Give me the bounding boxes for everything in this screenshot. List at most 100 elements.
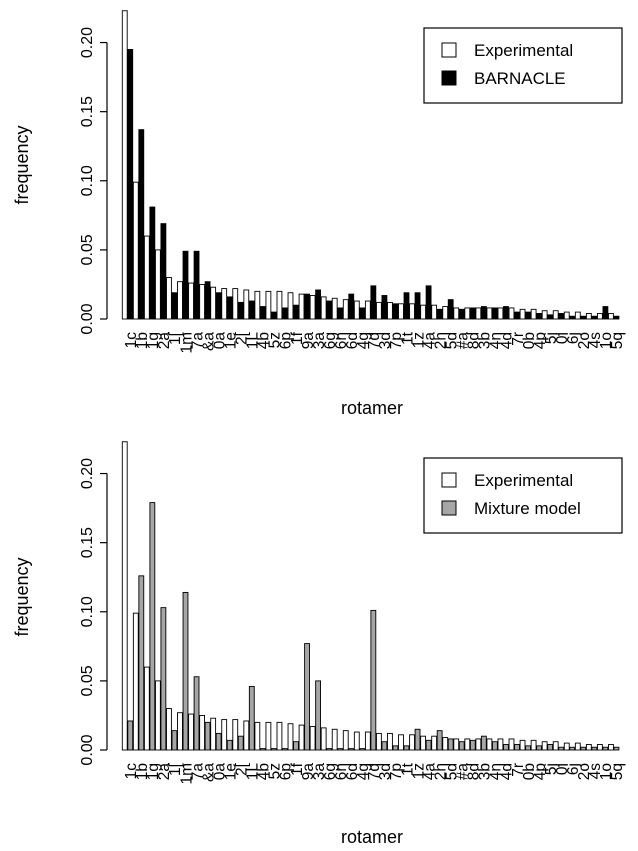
bar-experimental: [243, 720, 250, 751]
x-tick-label: 2o: [576, 332, 593, 349]
bar-experimental: [132, 612, 139, 751]
bar-experimental: [353, 300, 360, 320]
bar-mixture-model: [248, 685, 255, 751]
bar-experimental: [276, 290, 283, 320]
x-tick-label: 9a: [300, 763, 317, 781]
bars: [121, 441, 620, 751]
x-axis: 1c1b1g2a1[1m7a&a0a1e2[1L4b5z6p1f9a3a6g6n…: [123, 762, 626, 784]
x-tick-label: 1g: [145, 763, 162, 780]
bar-barnacle: [547, 314, 554, 320]
y-tick-label: 0.20: [79, 458, 96, 489]
bar-experimental: [453, 307, 460, 320]
bar-mixture-model: [259, 748, 266, 751]
x-tick-label: 3d: [377, 332, 394, 349]
x-tick-label: 4g: [355, 332, 372, 349]
x-tick-label: 6j: [565, 332, 582, 344]
bar-experimental: [132, 181, 139, 320]
x-tick-label: 1t: [399, 331, 416, 345]
x-tick-label: 3a: [311, 332, 328, 350]
x-tick-label: 5j: [543, 763, 560, 775]
x-tick-label: 4g: [355, 763, 372, 780]
x-tick-label: 9a: [300, 332, 317, 350]
x-tick-label: 1e: [222, 763, 239, 780]
bar-experimental: [563, 311, 570, 320]
x-tick-label: 1f: [289, 762, 306, 776]
bar-mixture-model: [536, 745, 543, 751]
bar-mixture-model: [127, 720, 134, 751]
bar-barnacle: [414, 292, 421, 320]
bar-mixture-model: [480, 735, 487, 751]
bar-mixture-model: [469, 739, 476, 751]
bar-experimental: [177, 712, 183, 751]
legend-label: Experimental: [474, 41, 573, 60]
x-tick-label: 1L: [245, 763, 262, 781]
x-tick-label: 5j: [543, 332, 560, 344]
bar-experimental: [309, 295, 316, 320]
bar-experimental: [574, 311, 581, 320]
bar-barnacle: [248, 300, 255, 320]
bar-experimental: [309, 726, 316, 751]
bar-mixture-model: [304, 643, 310, 751]
legend-label: Experimental: [474, 471, 573, 490]
x-tick-label: 1e: [222, 332, 239, 349]
x-tick-label: 1L: [245, 332, 262, 350]
bar-barnacle: [392, 303, 399, 320]
bar-barnacle: [171, 292, 178, 320]
bar-experimental: [342, 730, 349, 751]
bar-experimental: [254, 290, 261, 320]
bar-experimental: [265, 721, 272, 751]
bar-barnacle: [326, 300, 333, 320]
bar-barnacle: [558, 313, 565, 320]
bar-experimental: [530, 739, 537, 751]
x-tick-label: 4a: [421, 332, 438, 350]
x-tick-label: 3d: [377, 763, 394, 780]
bar-mixture-model: [613, 746, 620, 751]
bar-barnacle: [469, 307, 476, 320]
bar-experimental: [475, 738, 482, 751]
x-tick-label: 4a: [421, 763, 438, 781]
x-axis-title: rotamer: [341, 398, 403, 418]
x-tick-label: 6g: [322, 763, 339, 780]
x-tick-label: 0b: [521, 332, 538, 349]
bar-experimental: [320, 296, 327, 320]
x-tick-label: 1m: [178, 763, 195, 785]
legend-swatch: [441, 500, 457, 516]
bar-experimental: [243, 289, 250, 320]
bar-experimental: [166, 708, 172, 751]
x-tick-label: 1z: [410, 332, 427, 348]
bar-experimental: [519, 739, 526, 751]
bar-barnacle: [569, 315, 576, 320]
bar-experimental: [552, 741, 559, 751]
y-axis: 0.00 0.05 0.10 0.15 0.20: [79, 458, 108, 766]
bar-experimental: [486, 738, 493, 751]
bar-barnacle: [315, 289, 321, 320]
bar-barnacle: [337, 307, 344, 320]
x-tick-label: 2h: [432, 332, 449, 349]
bar-experimental: [232, 719, 239, 751]
x-tick-label: 2a: [156, 332, 173, 350]
bar-experimental: [210, 717, 217, 751]
bar-mixture-model: [425, 739, 432, 751]
x-tick-label: 6d: [344, 763, 361, 780]
x-tick-label: 1o: [598, 763, 615, 780]
bar-barnacle: [381, 295, 388, 320]
x-tick-label: 4n: [488, 763, 505, 780]
bar-experimental: [121, 10, 128, 320]
bar-barnacle: [215, 292, 222, 320]
bar-mixture-model: [514, 744, 520, 751]
x-tick-label: 1b: [134, 332, 151, 349]
x-tick-label: 4p: [532, 763, 549, 780]
bar-mixture-model: [492, 741, 498, 751]
x-tick-label: 1b: [134, 763, 151, 780]
bar-mixture-model: [226, 739, 233, 751]
x-tick-label: 1[: [167, 762, 184, 776]
bar-experimental: [121, 441, 128, 751]
bar-barnacle: [591, 315, 598, 320]
x-tick-label: 4d: [499, 332, 516, 349]
bar-experimental: [409, 734, 415, 751]
x-tick-label: 0i: [554, 763, 571, 775]
bar-experimental: [154, 249, 161, 320]
x-tick-label: 7r: [510, 332, 527, 346]
bar-experimental: [420, 735, 426, 751]
legend-label: BARNACLE: [474, 69, 566, 88]
